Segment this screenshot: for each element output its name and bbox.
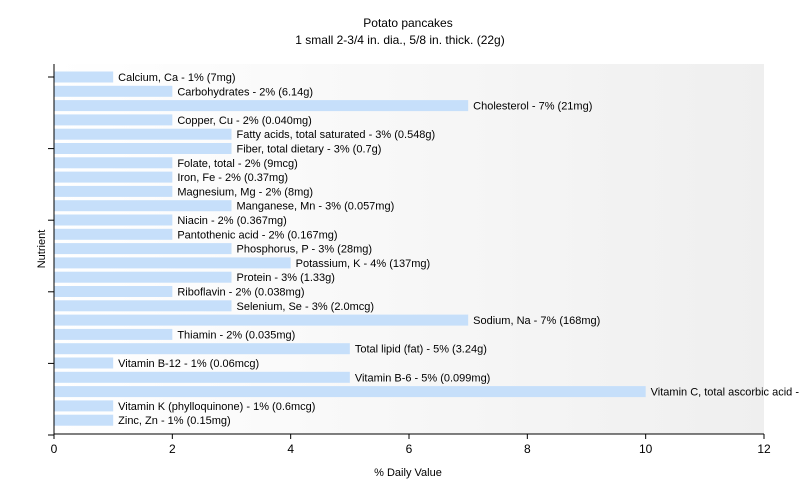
bar [54, 143, 232, 154]
bar-label: Pantothenic acid - 2% (0.167mg) [177, 229, 337, 241]
bar [54, 343, 350, 355]
bar [54, 414, 114, 426]
bar [54, 243, 232, 255]
bar-label: Copper, Cu - 2% (0.040mg) [177, 115, 312, 127]
bar [54, 171, 173, 183]
bar [54, 257, 291, 269]
bar [54, 286, 173, 297]
bar-label: Total lipid (fat) - 5% (3.24g) [355, 344, 487, 356]
x-tick-label: 6 [406, 442, 413, 456]
bar-label: Vitamin B-6 - 5% (0.099mg) [355, 372, 491, 384]
bar-label: Manganese, Mn - 3% (0.057mg) [237, 201, 395, 213]
x-tick-label: 0 [51, 442, 58, 456]
bar [54, 85, 173, 97]
y-axis-label: Nutrient [36, 230, 48, 269]
bar-label: Carbohydrates - 2% (6.14g) [177, 86, 313, 98]
bar-label: Fatty acids, total saturated - 3% (0.548… [237, 129, 436, 141]
bar [54, 328, 173, 340]
bar-label: Niacin - 2% (0.367mg) [177, 215, 286, 227]
bar-label: Phosphorus, P - 3% (28mg) [237, 244, 373, 256]
bar-label: Selenium, Se - 3% (2.0mcg) [237, 301, 375, 313]
bar [54, 200, 232, 212]
bar-label: Folate, total - 2% (9mcg) [177, 158, 297, 170]
bar-label: Iron, Fe - 2% (0.37mg) [177, 172, 288, 184]
x-tick-label: 4 [287, 442, 294, 456]
bar-label: Vitamin C, total ascorbic acid - 10% (6.… [651, 387, 800, 399]
bar-labels-group: Calcium, Ca - 1% (7mg) Carbohydrates - 2%… [118, 72, 800, 427]
x-tick-label: 2 [169, 442, 176, 456]
chart-title: Potato pancakes [363, 16, 452, 30]
chart-subtitle: 1 small 2-3/4 in. dia., 5/8 in. thick. (… [295, 33, 504, 47]
bar [54, 314, 469, 326]
bar [54, 157, 173, 169]
bar-label: Calcium, Ca - 1% (7mg) [118, 72, 235, 84]
x-tick-label: 8 [524, 442, 531, 456]
bar-label: Vitamin K (phylloquinone) - 1% (0.6mcg) [118, 401, 315, 413]
bar [54, 271, 232, 283]
y-ticks-group [48, 76, 54, 436]
bar [54, 371, 350, 383]
bar-label: Riboflavin - 2% (0.038mg) [177, 287, 304, 299]
bar [54, 185, 173, 197]
bar-label: Thiamin - 2% (0.035mg) [177, 329, 295, 341]
bar [54, 214, 173, 226]
bar-label: Sodium, Na - 7% (168mg) [473, 315, 600, 327]
x-tick-label: 12 [757, 442, 771, 456]
bar [54, 400, 114, 412]
x-ticks-group: 0 2 4 6 8 10 12 [51, 434, 771, 456]
bar [54, 114, 173, 126]
bar-label: Magnesium, Mg - 2% (8mg) [177, 186, 313, 198]
bar-label: Fiber, total dietary - 3% (0.7g) [237, 144, 382, 156]
bar [54, 386, 646, 398]
bar-label: Vitamin B-12 - 1% (0.06mcg) [118, 358, 259, 370]
bar-label: Potassium, K - 4% (137mg) [296, 258, 431, 270]
bar [54, 228, 173, 240]
bar [54, 357, 114, 369]
bar [54, 128, 232, 140]
bar-label: Zinc, Zn - 1% (0.15mg) [118, 415, 230, 427]
bar [54, 100, 469, 112]
bars-group [54, 71, 646, 426]
bar [54, 71, 114, 83]
bar-label: Protein - 3% (1.33g) [237, 272, 335, 284]
x-tick-label: 10 [639, 442, 653, 456]
bar-label: Cholesterol - 7% (21mg) [473, 101, 592, 113]
bar [54, 300, 232, 312]
x-axis-label: % Daily Value [374, 467, 442, 479]
